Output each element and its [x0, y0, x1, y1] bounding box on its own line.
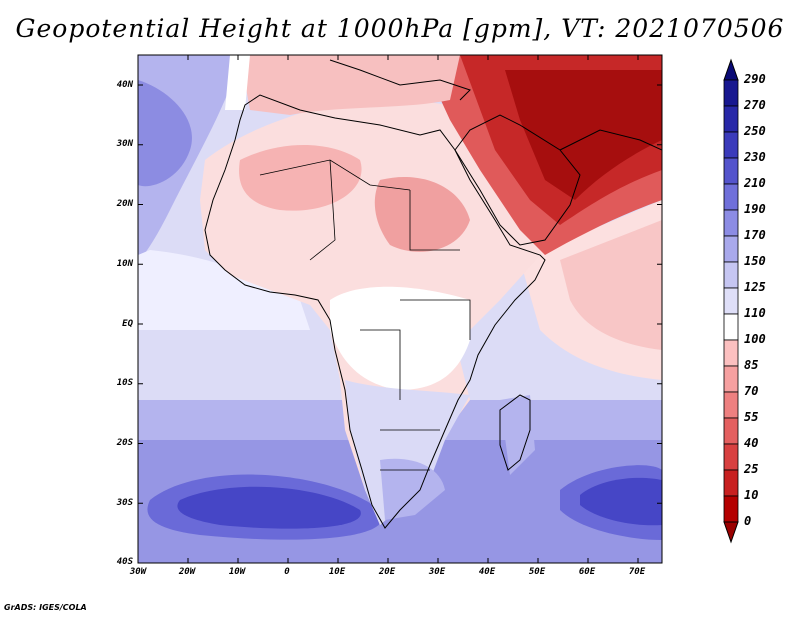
map-frame: [137, 54, 663, 564]
map-field: [138, 55, 662, 563]
colorbar-tick-label: 100: [744, 332, 766, 346]
lon-label-10w: 10W: [228, 567, 246, 577]
colorbar-tick-label: 230: [744, 150, 766, 164]
colorbar-segment: [723, 287, 739, 315]
axis-ticks: [137, 55, 662, 564]
colorbar-segment: [723, 339, 739, 367]
lon-label-10e: 10E: [328, 567, 346, 577]
colorbar-segment: [723, 261, 739, 289]
colorbar-tick-label: 190: [744, 202, 766, 216]
lat-label-40s: 40S: [116, 557, 133, 567]
europe-band: [240, 55, 460, 115]
coastlines: [204, 59, 662, 529]
footer-credit: GrADS: IGES/COLA: [4, 603, 87, 612]
south-indian-high-core: [580, 477, 662, 526]
iberia-white: [225, 55, 250, 110]
colorbar-tick-label: 110: [744, 306, 766, 320]
colorbar-tick-label: 10: [744, 488, 759, 502]
lat-label-30s: 30S: [116, 498, 133, 508]
south-atlantic-high-core: [177, 486, 361, 529]
lon-label-30w: 30W: [129, 567, 147, 577]
colorbar-segment: [723, 235, 739, 263]
colorbar-tick-label: 0: [744, 514, 752, 528]
lon-label-0: 0: [284, 567, 290, 577]
colorbar-segment: [723, 131, 739, 159]
colorbar-tick-label: 70: [744, 384, 759, 398]
colorbar-segment: [723, 469, 739, 497]
colorbar-tick-label: 125: [744, 280, 766, 294]
colorbar-tick-label: 210: [744, 176, 766, 190]
north-atlantic-band-2: [138, 80, 192, 187]
colorbar: [723, 58, 739, 544]
colorbar-segment: [723, 365, 739, 393]
lon-label-70e: 70E: [628, 567, 646, 577]
lat-label-30n: 30N: [116, 139, 133, 149]
lat-label-10s: 10S: [116, 378, 133, 388]
colorbar-segment: [723, 417, 739, 445]
tropical-atlantic: [138, 250, 310, 330]
colorbar-tick-label: 25: [744, 462, 759, 476]
colorbar-segment: [723, 79, 739, 107]
lat-label-20s: 20S: [116, 438, 133, 448]
lat-label-20n: 20N: [116, 199, 133, 209]
colorbar-tick-label: 85: [744, 358, 759, 372]
lat-label-eq: EQ: [122, 319, 133, 329]
colorbar-segment: [723, 443, 739, 471]
colorbar-segment: [723, 183, 739, 211]
lon-label-20w: 20W: [178, 567, 196, 577]
colorbar-segment: [723, 105, 739, 133]
colorbar-top-arrow: [723, 58, 739, 81]
colorbar-tick-label: 270: [744, 98, 766, 112]
lon-label-60e: 60E: [578, 567, 596, 577]
country-borders: [259, 159, 471, 471]
colorbar-tick-label: 150: [744, 254, 766, 268]
middle-east-core: [505, 70, 662, 200]
colorbar-segment: [723, 391, 739, 419]
lon-label-50e: 50E: [528, 567, 546, 577]
south-africa-blue: [380, 458, 445, 520]
madagascar-region: [500, 395, 535, 475]
southern-africa-lavender: [345, 380, 470, 525]
lon-label-40e: 40E: [478, 567, 496, 577]
lon-label-20e: 20E: [378, 567, 396, 577]
lat-label-40n: 40N: [116, 80, 133, 90]
colorbar-tick-label: 290: [744, 72, 766, 86]
colorbar-segment: [723, 313, 739, 341]
colorbar-bottom-arrow: [723, 521, 739, 544]
colorbar-segment: [723, 495, 739, 523]
arabian-sea-band-inner: [560, 220, 662, 350]
sahara-warm-west: [239, 145, 362, 211]
lon-label-30e: 30E: [428, 567, 446, 577]
colorbar-tick-label: 250: [744, 124, 766, 138]
colorbar-tick-label: 55: [744, 410, 759, 424]
colorbar-segment: [723, 209, 739, 237]
sahara-warm-east: [374, 176, 470, 252]
colorbar-tick-label: 40: [744, 436, 759, 450]
colorbar-tick-label: 170: [744, 228, 766, 242]
colorbar-segment: [723, 157, 739, 185]
chart-title: Geopotential Height at 1000hPa [gpm], VT…: [15, 14, 785, 43]
lat-label-10n: 10N: [116, 259, 133, 269]
